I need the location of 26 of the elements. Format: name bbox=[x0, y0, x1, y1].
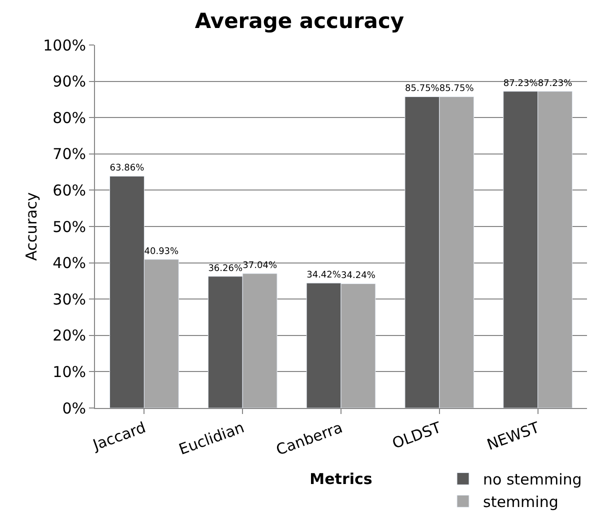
x-axis-title: Metrics bbox=[310, 470, 372, 488]
data-label: 36.26% bbox=[208, 264, 243, 274]
y-tick-label: 50% bbox=[52, 218, 86, 236]
y-tick-label: 0% bbox=[62, 399, 86, 418]
data-label: 87.23% bbox=[538, 78, 573, 89]
y-axis-title: Accuracy bbox=[22, 192, 40, 261]
y-tick-label: 70% bbox=[52, 145, 86, 164]
data-label: 34.24% bbox=[341, 271, 376, 282]
legend-label: stemming bbox=[483, 493, 558, 512]
data-label: 34.42% bbox=[306, 270, 342, 280]
y-tick-label: 40% bbox=[52, 254, 86, 272]
data-label: 40.93% bbox=[144, 246, 180, 257]
data-label: 87.23% bbox=[503, 78, 538, 89]
data-label: 85.75% bbox=[439, 84, 474, 94]
y-tick-label: 80% bbox=[52, 108, 86, 127]
data-label: 63.86% bbox=[110, 164, 145, 174]
y-tick-label: 20% bbox=[52, 326, 86, 345]
y-tick-label: 100% bbox=[43, 36, 86, 54]
data-label: 37.04% bbox=[242, 260, 278, 271]
data-label: 85.75% bbox=[404, 84, 440, 94]
y-tick-label: 90% bbox=[52, 72, 86, 91]
legend-label: no stemming bbox=[483, 470, 582, 489]
y-tick-label: 30% bbox=[52, 290, 86, 308]
y-tick-label: 60% bbox=[52, 181, 86, 200]
chart-title: Average accuracy bbox=[194, 8, 404, 33]
y-tick-label: 10% bbox=[52, 362, 86, 381]
